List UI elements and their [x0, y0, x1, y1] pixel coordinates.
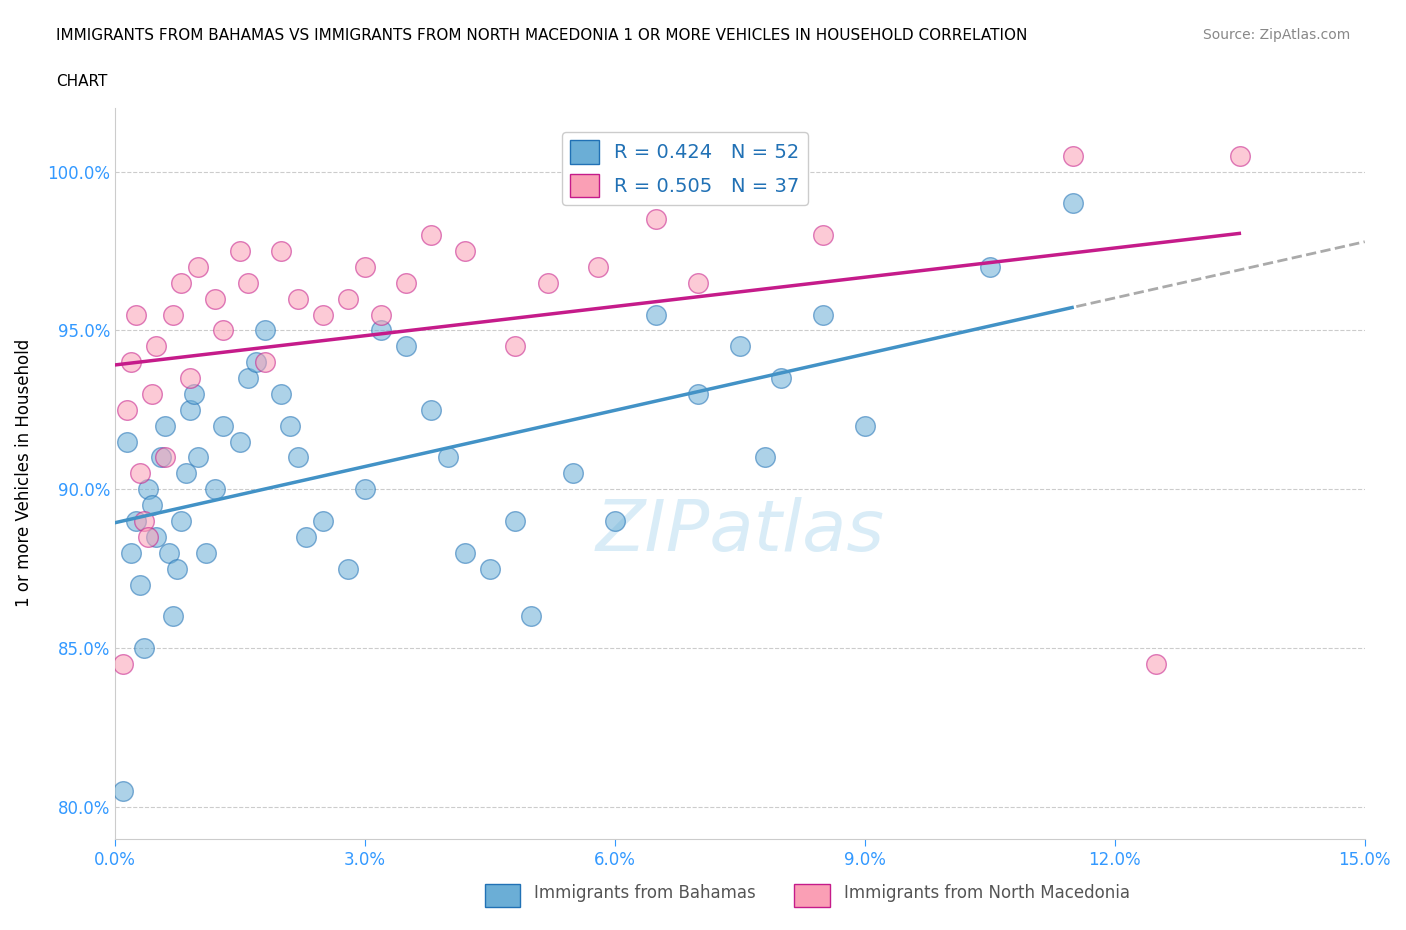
Point [212, 323, 235, 338]
Point [454, 545, 477, 560]
Point [688, 387, 710, 402]
Point [236, 275, 259, 290]
Point [187, 450, 209, 465]
Point [1062, 148, 1084, 163]
Point [128, 466, 150, 481]
Text: IMMIGRANTS FROM BAHAMAS VS IMMIGRANTS FROM NORTH MACEDONIA 1 OR MORE VEHICLES IN: IMMIGRANTS FROM BAHAMAS VS IMMIGRANTS FR… [56, 28, 1028, 43]
Point [478, 561, 501, 576]
Point [287, 450, 309, 465]
Point [179, 403, 201, 418]
Point [128, 578, 150, 592]
Point [420, 403, 443, 418]
Point [145, 529, 167, 544]
Text: CHART: CHART [56, 74, 108, 89]
Point [811, 228, 834, 243]
Point [754, 450, 776, 465]
Point [270, 387, 292, 402]
Point [141, 498, 163, 512]
Point [153, 450, 176, 465]
Text: Source: ZipAtlas.com: Source: ZipAtlas.com [1202, 28, 1350, 42]
Legend: R = 0.424   N = 52, R = 0.505   N = 37: R = 0.424 N = 52, R = 0.505 N = 37 [562, 132, 807, 205]
Point [811, 307, 834, 322]
Point [645, 212, 668, 227]
Point [770, 370, 793, 385]
Point [586, 259, 609, 274]
Point [149, 450, 172, 465]
Point [170, 275, 193, 290]
Text: Immigrants from Bahamas: Immigrants from Bahamas [534, 884, 756, 902]
Point [229, 244, 252, 259]
Point [195, 545, 218, 560]
Point [979, 259, 1001, 274]
Point [153, 418, 176, 433]
Point [370, 323, 392, 338]
Point [157, 545, 180, 560]
Point [645, 307, 668, 322]
Point [603, 513, 626, 528]
Point [454, 244, 477, 259]
Point [212, 418, 235, 433]
Point [253, 323, 276, 338]
Point [312, 513, 335, 528]
Point [688, 275, 710, 290]
Point [728, 339, 751, 353]
Point [124, 513, 146, 528]
Point [229, 434, 252, 449]
Point [145, 339, 167, 353]
Point [117, 434, 139, 449]
Point [183, 387, 205, 402]
Point [187, 259, 209, 274]
Point [353, 482, 375, 497]
Point [562, 466, 585, 481]
Y-axis label: 1 or more Vehicles in Household: 1 or more Vehicles in Household [15, 339, 32, 607]
Point [395, 339, 418, 353]
Point [287, 291, 309, 306]
Point [395, 275, 418, 290]
Point [166, 561, 188, 576]
Point [253, 354, 276, 369]
Point [120, 354, 142, 369]
Point [170, 513, 193, 528]
Text: Immigrants from North Macedonia: Immigrants from North Macedonia [844, 884, 1129, 902]
Point [117, 403, 139, 418]
Point [124, 307, 146, 322]
Point [295, 529, 318, 544]
Point [204, 291, 226, 306]
Point [162, 307, 184, 322]
Point [503, 513, 526, 528]
Point [437, 450, 460, 465]
Point [162, 609, 184, 624]
Point [537, 275, 560, 290]
Point [337, 561, 360, 576]
Point [132, 641, 155, 656]
Point [337, 291, 360, 306]
Point [136, 529, 159, 544]
Point [112, 784, 135, 799]
Point [520, 609, 543, 624]
Point [312, 307, 335, 322]
Point [245, 354, 267, 369]
Point [204, 482, 226, 497]
Point [132, 513, 155, 528]
Point [853, 418, 876, 433]
Point [420, 228, 443, 243]
Point [503, 339, 526, 353]
Point [112, 657, 135, 671]
Point [353, 259, 375, 274]
Point [1062, 196, 1084, 211]
Point [270, 244, 292, 259]
Point [136, 482, 159, 497]
Point [141, 387, 163, 402]
Point [370, 307, 392, 322]
Point [174, 466, 197, 481]
Point [278, 418, 301, 433]
Point [1229, 148, 1251, 163]
Point [120, 545, 142, 560]
Point [236, 370, 259, 385]
Text: ZIPatlas: ZIPatlas [595, 498, 884, 566]
Point [179, 370, 201, 385]
Point [1144, 657, 1167, 671]
